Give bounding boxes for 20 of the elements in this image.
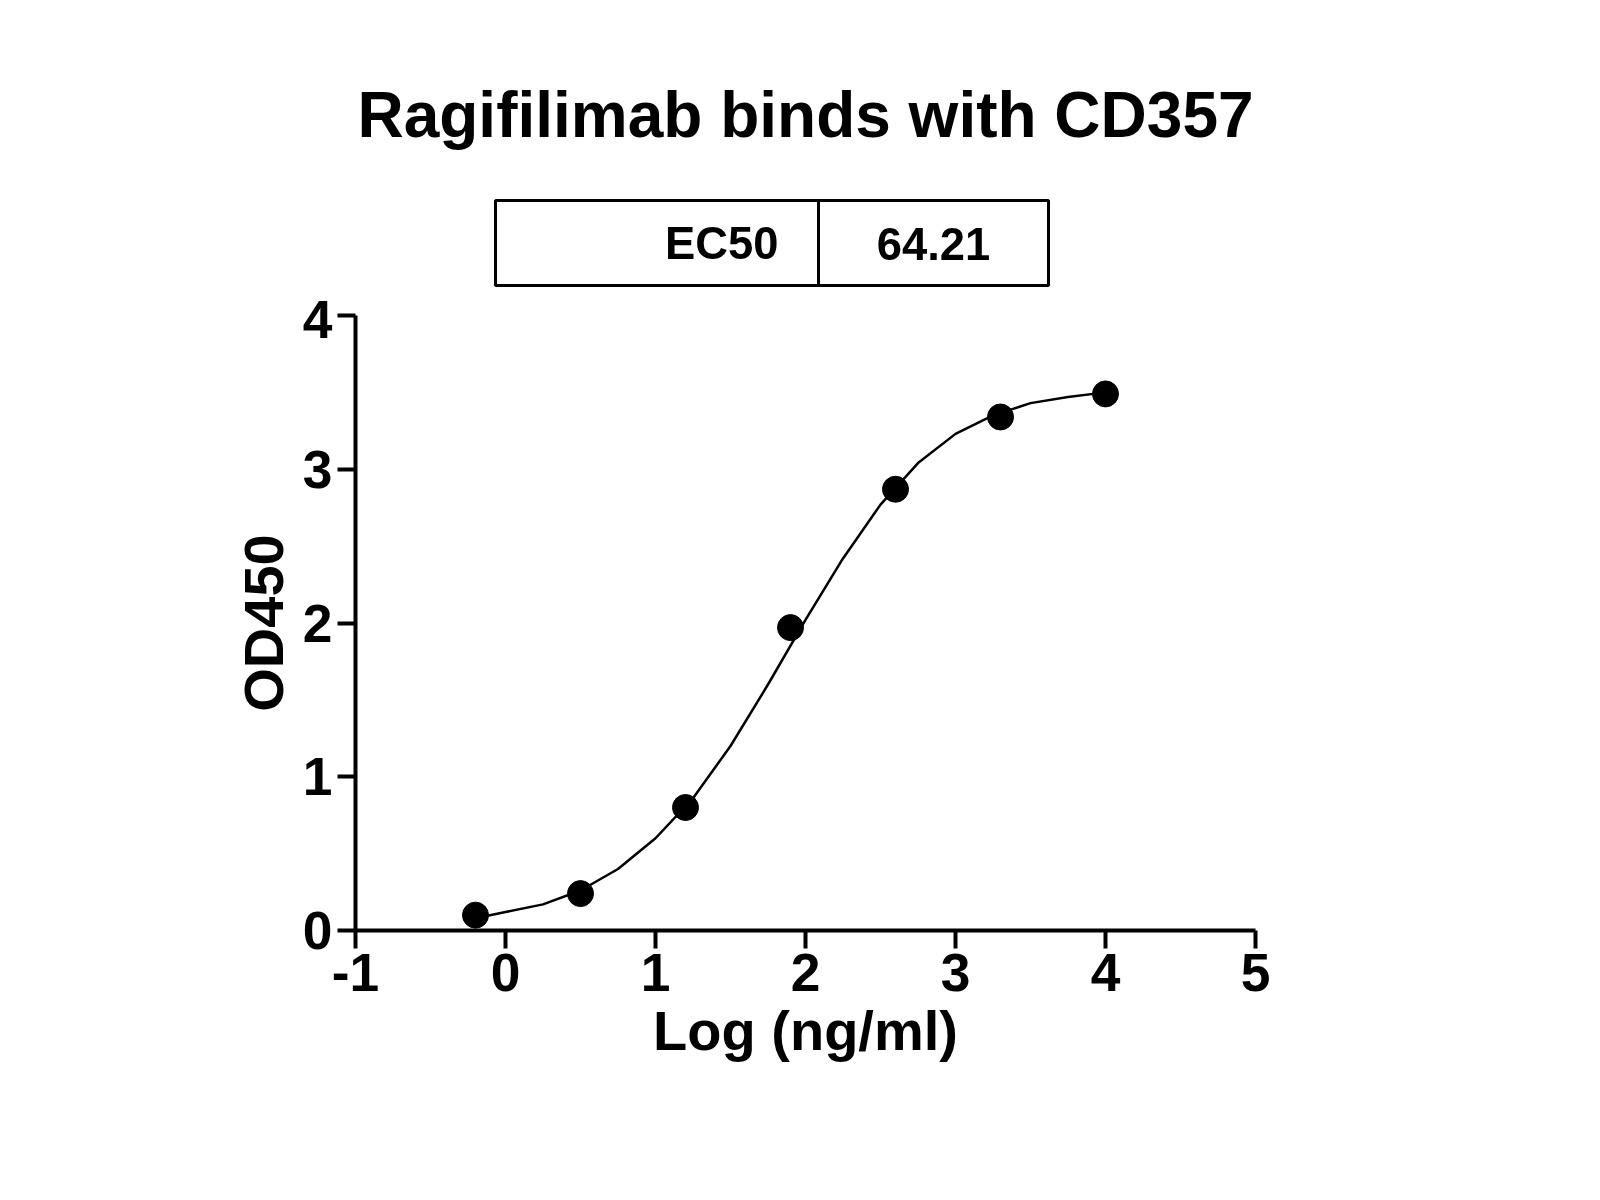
point bbox=[1092, 380, 1119, 408]
y-tick-label: 2 bbox=[302, 593, 333, 653]
y-tick-label: 4 bbox=[302, 289, 333, 349]
x-tick-label: -1 bbox=[331, 942, 380, 1002]
text: EC50 bbox=[665, 218, 779, 269]
point bbox=[672, 794, 699, 821]
chart-title: Ragifilimab binds with CD357 bbox=[357, 78, 1254, 151]
y-axis-title: OD450 bbox=[231, 534, 295, 712]
x-tick-label: 4 bbox=[1090, 942, 1121, 1002]
x-tick-label: 5 bbox=[1240, 942, 1271, 1002]
point bbox=[462, 901, 489, 929]
point bbox=[777, 614, 804, 642]
y-tick-label: 1 bbox=[302, 747, 333, 807]
point bbox=[882, 475, 909, 503]
x-tick-label: 0 bbox=[490, 942, 521, 1002]
point bbox=[987, 403, 1014, 431]
y-tick-label: 3 bbox=[302, 439, 333, 499]
point bbox=[567, 880, 594, 908]
text: 64.21 bbox=[876, 218, 991, 270]
y-tick-label: 0 bbox=[302, 901, 333, 960]
